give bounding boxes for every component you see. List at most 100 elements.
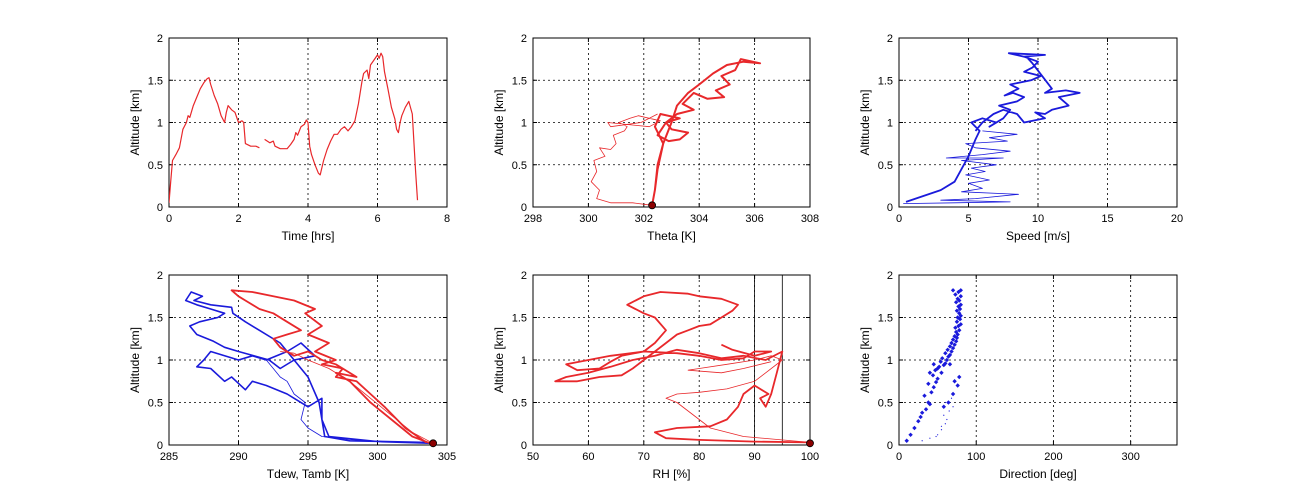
y-tick-label: 0: [521, 202, 527, 214]
x-tick-label: 306: [745, 213, 763, 225]
x-axis-label: RH [%]: [652, 467, 690, 481]
scatter-point: [950, 337, 956, 342]
series-line: [264, 52, 419, 201]
scatter-point: [930, 373, 936, 378]
plot-area: [184, 289, 434, 445]
scatter-point: [950, 345, 956, 351]
scatter-point: [916, 419, 921, 424]
scatter-point: [958, 294, 963, 299]
series-line: [554, 291, 810, 444]
y-tick-label: 1.5: [512, 75, 527, 87]
scatter-point: [957, 311, 962, 316]
scatter-point: [941, 362, 946, 368]
scatter-point: [955, 383, 960, 388]
y-tick-label: 0.5: [148, 160, 163, 172]
scatter-point: [943, 361, 948, 366]
x-tick-label: 100: [967, 451, 985, 463]
series-line: [665, 355, 810, 443]
scatter-point: [957, 328, 962, 333]
y-tick-label: 1: [521, 118, 527, 130]
x-tick-label: 295: [299, 451, 317, 463]
plot-area: [554, 275, 810, 445]
scatter-point: [935, 435, 937, 438]
y-tick-label: 1: [887, 355, 893, 367]
y-tick-label: 0: [157, 440, 163, 452]
x-tick-label: 8: [444, 213, 450, 225]
scatter-point: [918, 414, 923, 420]
scatter-point: [927, 402, 933, 407]
scatter-point: [950, 288, 956, 293]
x-axis-label: Speed [m/s]: [1006, 229, 1070, 243]
x-axis-label: Tdew, Tamb [K]: [267, 467, 349, 481]
scatter-point: [952, 379, 957, 384]
y-tick-label: 0.5: [512, 160, 527, 172]
scatter-point: [952, 334, 957, 339]
series-line: [903, 130, 1019, 204]
x-tick-label: 300: [1121, 451, 1139, 463]
scatter-point: [944, 401, 946, 404]
scatter-point: [904, 438, 909, 443]
scatter-point: [954, 308, 960, 313]
plot-area: [590, 58, 762, 206]
x-tick-label: 285: [160, 451, 178, 463]
y-tick-label: 2: [157, 33, 163, 45]
scatter-point: [919, 410, 925, 415]
scatter-point: [943, 414, 945, 416]
plot-area: [903, 52, 1081, 204]
x-tick-label: 70: [638, 451, 650, 463]
x-tick-label: 60: [582, 451, 594, 463]
scatter-point: [944, 357, 950, 363]
scatter-point: [946, 418, 948, 421]
scatter-point: [936, 364, 942, 369]
scatter-point: [957, 306, 963, 312]
x-axis-label: Theta [K]: [647, 229, 696, 243]
scatter-point: [950, 397, 953, 399]
scatter-point: [946, 400, 951, 405]
scatter-point: [939, 370, 944, 375]
y-tick-label: 1.5: [878, 313, 893, 325]
x-tick-label: 5: [965, 213, 971, 225]
scatter-point: [935, 366, 940, 371]
scatter-point: [947, 344, 953, 349]
x-tick-label: 2: [235, 213, 241, 225]
scatter-point: [922, 393, 927, 398]
scatter-point: [952, 406, 954, 408]
scatter-point: [937, 434, 939, 436]
x-tick-label: 298: [524, 213, 542, 225]
y-tick-label: 2: [521, 33, 527, 45]
y-tick-label: 0: [521, 440, 527, 452]
scatter-point: [958, 288, 963, 293]
y-tick-label: 0.5: [148, 398, 163, 410]
scatter-point: [923, 407, 929, 412]
y-tick-label: 0: [157, 202, 163, 214]
y-tick-label: 1: [887, 118, 893, 130]
scatter-point: [954, 335, 960, 341]
y-axis-label: Altitude [km]: [128, 89, 142, 155]
subplot-altitude-vs-theta: 298 300 302 304 306 308 0 0.5 1 1.5 2 Theta [K] Alti…: [492, 33, 819, 243]
scatter-point: [940, 425, 943, 427]
series-line: [651, 58, 762, 206]
x-tick-label: 300: [368, 451, 386, 463]
subplot-altitude-vs-time: 0 2 4 6 8 0 0.5 1 1.5 2 Time [hrs] Altitude [km]: [128, 33, 450, 243]
y-tick-label: 2: [887, 33, 893, 45]
subplot-altitude-vs-tdew-tamb: 285 290 295 300 305 0 0.5 1 1.5 2 Tdew, Tamb [K] Al…: [128, 270, 456, 481]
series-line: [905, 52, 1081, 203]
scatter-point: [956, 323, 961, 329]
subplot-altitude-vs-rh: 50 60 70 80 90 100 0 0.5 1 1.5 2 RH [%] Altitude [km…: [492, 270, 819, 481]
scatter-point: [931, 362, 936, 367]
x-tick-label: 302: [635, 213, 653, 225]
series-line: [169, 77, 260, 203]
series-line: [590, 113, 661, 206]
scatter-point: [926, 400, 931, 405]
x-tick-label: 10: [1032, 213, 1044, 225]
x-tick-label: 304: [690, 213, 708, 225]
y-tick-label: 1.5: [148, 75, 163, 87]
scatter-point: [940, 429, 943, 431]
scatter-point: [953, 325, 958, 330]
y-tick-label: 2: [887, 270, 893, 282]
y-tick-label: 0.5: [878, 398, 893, 410]
scatter-point: [931, 385, 936, 390]
surface-marker: [429, 439, 438, 448]
scatter-point: [949, 349, 954, 354]
scatter-point: [956, 304, 961, 309]
